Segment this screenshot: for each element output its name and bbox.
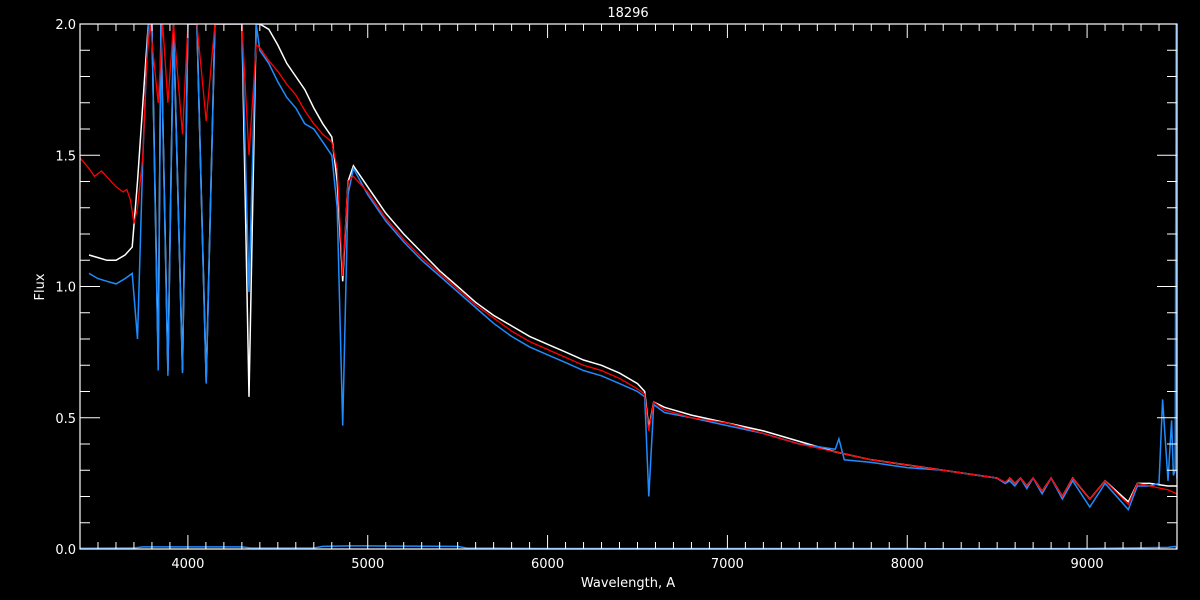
x-tick-label: 6000 <box>531 557 564 572</box>
series-line-2 <box>80 24 1177 506</box>
axis-layer: 4000 5000 6000 7000 8000 9000 0.0 0.5 1.0 1.5 2.0 <box>55 18 1178 572</box>
y-tick-label: 1.0 <box>55 281 76 296</box>
y-axis-label: Flux <box>33 273 48 300</box>
y-tick-label: 2.0 <box>55 18 76 33</box>
x-axis-label: Wavelength, A <box>581 576 675 591</box>
series-line-3 <box>80 545 1177 549</box>
x-tick-label: 7000 <box>711 557 744 572</box>
x-tick-label: 8000 <box>891 557 924 572</box>
y-tick-label: 0.5 <box>55 412 76 427</box>
series-layer <box>80 24 1177 549</box>
series-line-0 <box>88 24 1177 504</box>
x-tick-label: 9000 <box>1071 557 1104 572</box>
y-tick-label: 0.0 <box>55 543 76 558</box>
y-tick-label: 1.5 <box>55 149 76 164</box>
x-tick-label: 4000 <box>171 557 204 572</box>
x-tick-label: 5000 <box>351 557 384 572</box>
chart-title: 18296 <box>607 6 648 21</box>
